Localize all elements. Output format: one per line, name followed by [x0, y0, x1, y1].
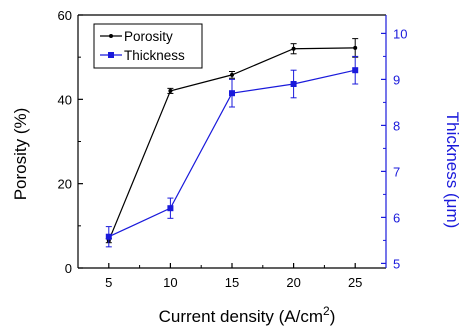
- y-axis-right: 5 6 7 8 9 10: [381, 26, 407, 271]
- y-right-tick-label: 7: [393, 164, 400, 179]
- x-axis-title-superscript: 2: [323, 304, 330, 318]
- legend-label-porosity: Porosity: [124, 29, 173, 44]
- data-point-thickness: [229, 90, 235, 97]
- y-left-tick-label: 60: [58, 8, 72, 23]
- x-axis-title: Current density (A/cm2): [159, 304, 336, 326]
- y-left-tick-label: 20: [58, 177, 72, 192]
- legend-marker-thickness: [108, 52, 114, 58]
- x-tick-label: 25: [348, 275, 362, 290]
- x-axis: 5 10 15 20 25: [105, 263, 362, 290]
- x-axis-title-close: ): [330, 307, 336, 326]
- y-left-tick-label: 40: [58, 92, 72, 107]
- data-point-thickness: [352, 67, 359, 74]
- legend-box: [93, 23, 203, 69]
- y-axis-left-title: Porosity (%): [11, 108, 30, 201]
- legend-marker-porosity: [109, 34, 113, 38]
- y-axis-right-title: Thickness (μm): [443, 112, 462, 229]
- x-tick-label: 20: [286, 275, 300, 290]
- legend-label-thickness: Thickness: [124, 48, 185, 63]
- y-right-tick-label: 9: [393, 72, 400, 87]
- series-porosity: [105, 38, 359, 244]
- data-point-thickness: [167, 205, 174, 212]
- data-point-thickness: [105, 233, 112, 240]
- y-right-tick-label: 5: [393, 256, 400, 271]
- y-axis-left: 0 20 40 60: [58, 8, 83, 276]
- y-left-tick-label: 0: [65, 261, 72, 276]
- series-layer: [105, 38, 359, 248]
- x-tick-label: 10: [163, 275, 177, 290]
- series-thickness: [105, 55, 359, 248]
- y-right-tick-label: 8: [393, 118, 400, 133]
- data-point-porosity: [353, 45, 358, 50]
- data-point-porosity: [230, 72, 234, 77]
- data-point-porosity: [291, 46, 296, 51]
- y-right-tick-label: 6: [393, 210, 400, 225]
- x-axis-title-main: Current density (A/cm: [159, 307, 323, 326]
- data-point-porosity: [168, 88, 173, 93]
- legend: Porosity Thickness: [93, 23, 203, 69]
- x-tick-label: 15: [225, 275, 239, 290]
- data-point-thickness: [290, 81, 297, 87]
- y-right-tick-label: 10: [393, 26, 407, 41]
- x-tick-label: 5: [105, 275, 112, 290]
